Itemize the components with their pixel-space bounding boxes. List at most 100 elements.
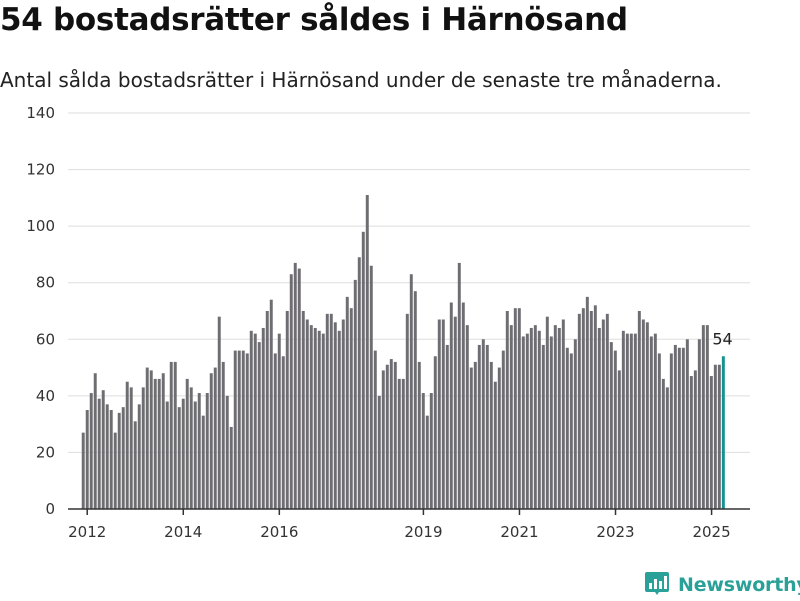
bar [545, 316, 549, 509]
bar [185, 378, 189, 509]
bar [429, 393, 433, 509]
bar [593, 305, 597, 509]
bar [693, 370, 697, 509]
bar [657, 353, 661, 509]
bar [629, 333, 633, 509]
bar [173, 361, 177, 509]
bar [641, 319, 645, 509]
bar [129, 387, 133, 509]
bar [445, 344, 449, 509]
bar [529, 327, 533, 509]
bar [689, 376, 693, 509]
bar [701, 325, 705, 509]
bar [205, 393, 209, 509]
bar [425, 415, 429, 509]
bar [393, 361, 397, 509]
bar [285, 311, 289, 509]
newsworthy-logo: Newsworthy [644, 569, 800, 601]
bar [685, 339, 689, 509]
bar [533, 325, 537, 509]
bar [269, 299, 273, 509]
bar [705, 325, 709, 509]
bar [465, 325, 469, 509]
bar [561, 319, 565, 509]
bar [557, 327, 561, 509]
bar [213, 367, 217, 509]
bar [201, 415, 205, 509]
chart-subtitle: Antal sålda bostadsrätter i Härnösand un… [0, 68, 722, 92]
bar [85, 410, 89, 509]
bar [457, 262, 461, 509]
bar [401, 378, 405, 509]
bar [145, 367, 149, 509]
bar [409, 274, 413, 509]
bar [277, 333, 281, 509]
bar [449, 302, 453, 509]
bar [361, 231, 365, 510]
bar [661, 378, 665, 509]
bar [377, 395, 381, 509]
bar [349, 308, 353, 509]
bar [93, 373, 97, 509]
bar [181, 398, 185, 509]
bar [265, 311, 269, 509]
bar [513, 308, 517, 509]
bar-value-label: 54 [712, 329, 732, 348]
bar [541, 344, 545, 509]
bar [121, 407, 125, 509]
bar [97, 398, 101, 509]
x-tick-label: 2023 [596, 523, 634, 541]
bar [577, 313, 581, 509]
bar [177, 407, 181, 509]
bar [329, 313, 333, 509]
bar [149, 370, 153, 509]
bar [489, 361, 493, 509]
bar [493, 381, 497, 509]
bar [225, 395, 229, 509]
y-tick-label: 40 [36, 387, 55, 405]
newsworthy-logo-icon [645, 572, 669, 595]
x-tick-label: 2021 [500, 523, 538, 541]
bar [389, 359, 393, 509]
bar [217, 316, 221, 509]
bar [521, 336, 525, 509]
bar [621, 330, 625, 509]
bar [613, 350, 617, 509]
bar [573, 339, 577, 509]
bar [633, 333, 637, 509]
y-tick-label: 80 [36, 274, 55, 292]
bars [81, 195, 725, 510]
bar [537, 330, 541, 509]
bar [305, 319, 309, 509]
bar [317, 330, 321, 509]
bar [405, 313, 409, 509]
bar [157, 378, 161, 509]
bar [373, 350, 377, 509]
bar [645, 322, 649, 509]
bar [253, 333, 257, 509]
bar [505, 311, 509, 509]
bar [313, 327, 317, 509]
bar [441, 319, 445, 509]
bar [421, 393, 425, 509]
bar [713, 364, 717, 509]
bar [325, 313, 329, 509]
bar [233, 350, 237, 509]
bar-highlight [721, 356, 725, 509]
bar [109, 410, 113, 509]
bar [597, 327, 601, 509]
bar [197, 393, 201, 509]
bar [189, 387, 193, 509]
x-tick-label: 2025 [692, 523, 730, 541]
bar [485, 344, 489, 509]
bar [565, 347, 569, 509]
bar [165, 401, 169, 509]
bar [585, 296, 589, 509]
bar [113, 432, 117, 509]
bar [345, 296, 349, 509]
bar [433, 356, 437, 509]
bar [257, 342, 261, 509]
bar [653, 333, 657, 509]
bar [353, 279, 357, 509]
